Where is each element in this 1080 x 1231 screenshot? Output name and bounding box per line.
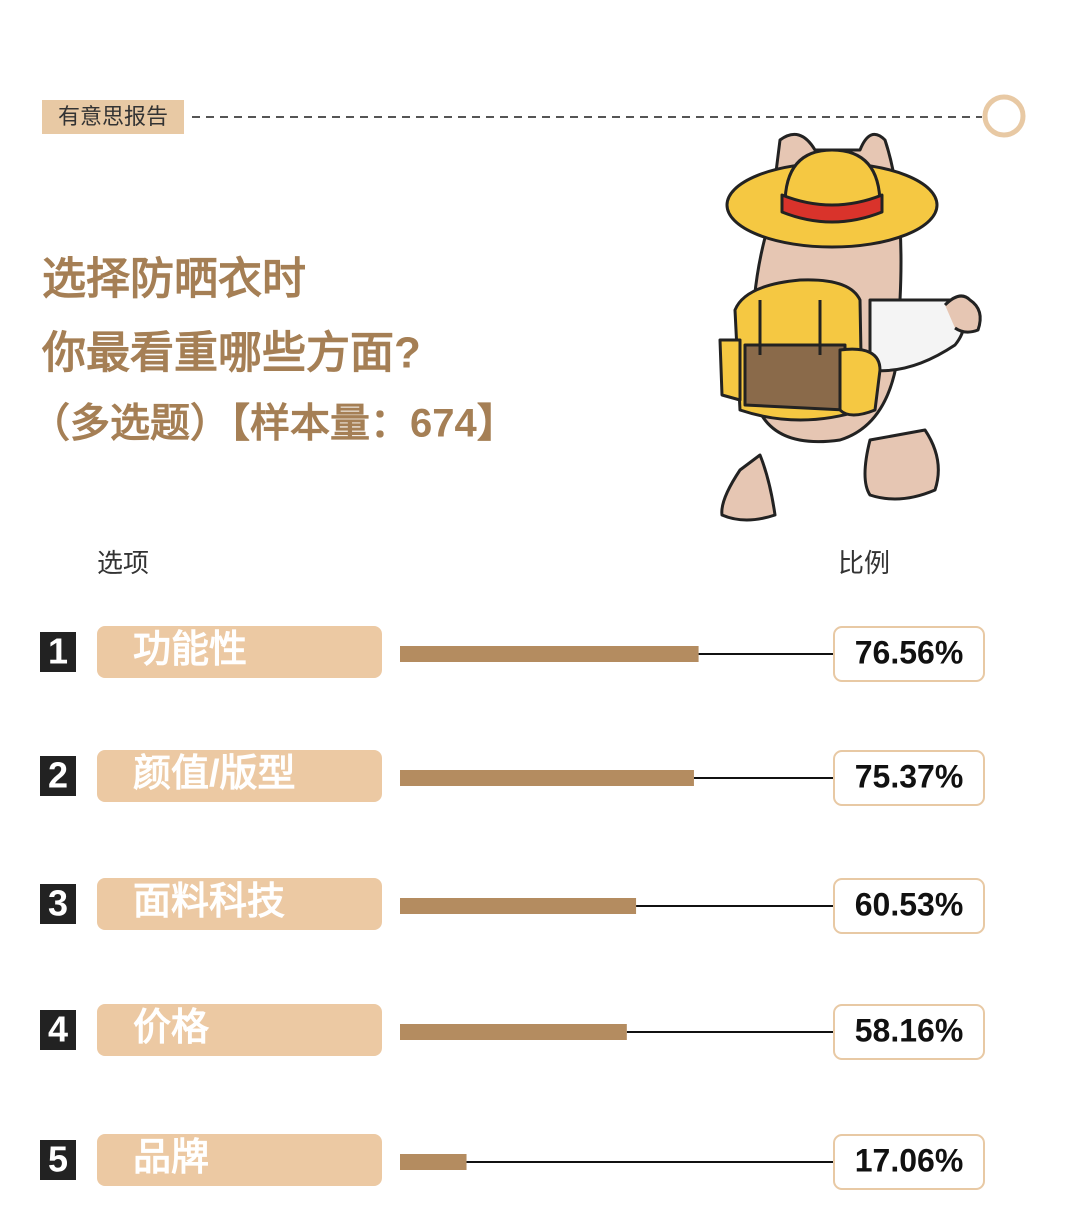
title-line: 选择防晒衣时 xyxy=(42,255,306,304)
label-pill xyxy=(97,750,382,802)
value-label: 76.56% xyxy=(855,634,964,670)
rank: 4 xyxy=(48,1009,68,1050)
rank: 2 xyxy=(48,755,68,796)
label-pill xyxy=(97,1134,382,1186)
bar xyxy=(400,1154,467,1170)
bar xyxy=(400,646,699,662)
rule-circle xyxy=(982,94,1026,138)
rows: 1 功能性 76.56% 2 颜值/版型 75.37% 3 面料科技 60.53% 4 价格 58.1… xyxy=(40,626,985,1190)
rank: 5 xyxy=(48,1139,68,1180)
rank: 3 xyxy=(48,883,68,924)
header-tag: 有意思报告 xyxy=(58,104,168,129)
label-pill xyxy=(97,1004,382,1056)
title-line: 你最看重哪些方面? xyxy=(41,329,421,378)
value-label: 75.37% xyxy=(855,758,964,794)
category-label: 价格 xyxy=(133,1007,210,1049)
value-label: 60.53% xyxy=(855,886,964,922)
illustration xyxy=(718,132,982,522)
bar xyxy=(400,770,694,786)
bar xyxy=(400,898,637,914)
rank: 1 xyxy=(48,631,68,672)
category-label: 面料科技 xyxy=(133,881,285,923)
value-box xyxy=(833,626,985,682)
value-box xyxy=(833,1134,985,1190)
label-pill xyxy=(97,626,382,678)
rank-box xyxy=(40,884,76,924)
rank-box xyxy=(40,1140,76,1180)
column-header: 比例 xyxy=(838,548,890,578)
label-pill xyxy=(97,878,382,930)
column-header: 选项 xyxy=(97,548,149,578)
value-label: 17.06% xyxy=(855,1142,964,1178)
category-label: 品牌 xyxy=(133,1137,209,1179)
rank-box xyxy=(40,756,76,796)
tag-background xyxy=(42,100,184,134)
bar xyxy=(400,1024,627,1040)
value-box xyxy=(833,1004,985,1060)
rank-box xyxy=(40,1010,76,1050)
subtitle: （多选题）【样本量：674】 xyxy=(30,402,517,446)
value-box xyxy=(833,878,985,934)
value-label: 58.16% xyxy=(855,1012,964,1048)
category-label: 颜值/版型 xyxy=(133,753,296,795)
rank-box xyxy=(40,632,76,672)
category-label: 功能性 xyxy=(133,629,247,671)
value-box xyxy=(833,750,985,806)
